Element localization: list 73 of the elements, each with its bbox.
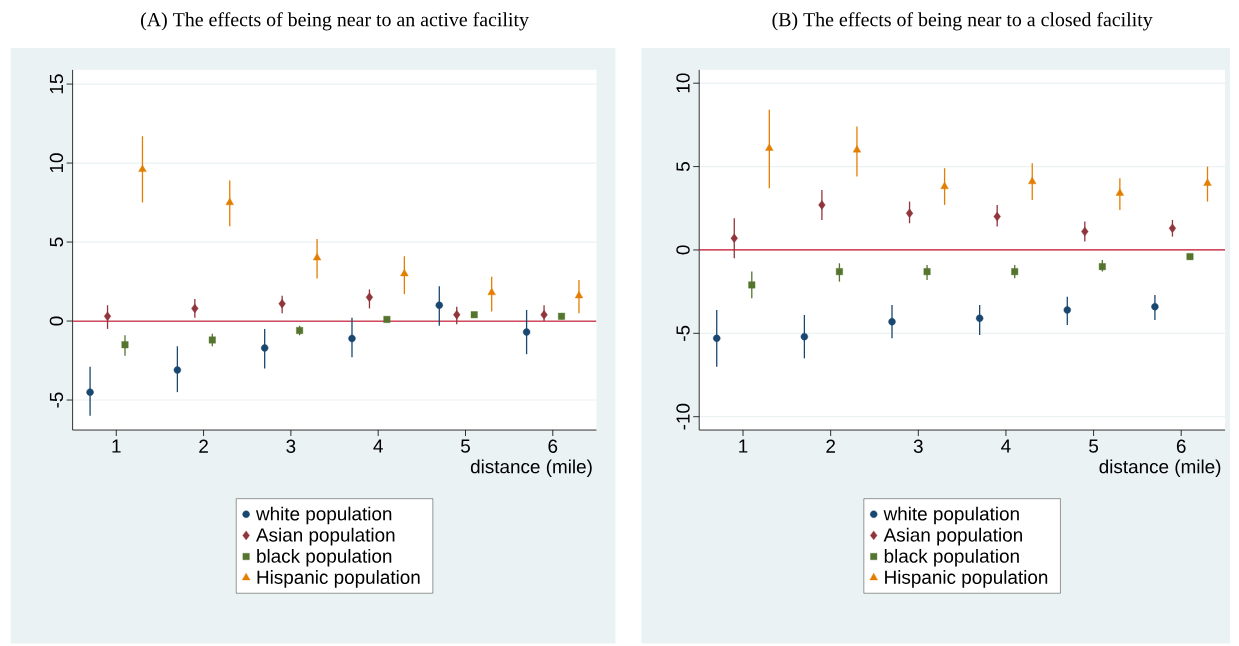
point	[923, 268, 931, 276]
x-tick-label: 6	[1176, 439, 1186, 454]
legend-label: Hispanic population	[257, 570, 420, 588]
point	[400, 269, 409, 277]
x-tick-label: 3	[286, 439, 296, 454]
x-tick-label: 5	[460, 439, 470, 453]
y-tick-label: 0	[676, 245, 690, 255]
x-tick-label: 3	[913, 439, 923, 454]
point	[1115, 188, 1124, 196]
point	[818, 200, 826, 210]
point	[574, 291, 584, 299]
point	[713, 334, 721, 343]
y-tick-label: 10	[676, 73, 690, 93]
point	[1063, 306, 1071, 314]
chart-title: (A) The effects of being near to an active facility	[141, 12, 529, 31]
y-tick-label: -10	[676, 404, 690, 430]
point	[435, 301, 443, 310]
chart-title: (B) The effects of being near to a closed facility	[772, 12, 1153, 31]
point	[888, 318, 896, 326]
point	[278, 299, 286, 309]
legend-label: Asian population	[883, 528, 1022, 546]
point	[993, 212, 1001, 222]
point	[121, 341, 129, 349]
y-tick-label: 10	[49, 153, 64, 173]
point	[487, 288, 496, 296]
point	[940, 182, 949, 190]
point	[748, 281, 756, 289]
point	[173, 366, 182, 374]
point	[730, 233, 738, 244]
legend-label: black population	[257, 549, 392, 567]
point	[138, 164, 147, 173]
point	[1028, 177, 1037, 185]
x-axis-title: distance (mile)	[470, 459, 592, 478]
x-tick-label: 2	[826, 439, 835, 453]
point	[852, 145, 862, 153]
legend-label: black population	[884, 549, 1019, 567]
point	[312, 253, 322, 261]
point	[348, 334, 356, 343]
legend-label: Asian population	[256, 528, 395, 546]
point	[522, 328, 531, 336]
point	[225, 198, 234, 206]
x-tick-label: 4	[373, 439, 383, 453]
y-tick-label: 5	[676, 162, 690, 172]
x-tick-label: 6	[548, 439, 558, 454]
x-tick-label: 5	[1089, 439, 1099, 453]
y-tick-label: 15	[49, 74, 64, 94]
legend-label: white population	[883, 506, 1019, 525]
point	[191, 303, 199, 314]
legend-label: white population	[255, 506, 392, 525]
x-tick-label: 4	[1001, 439, 1011, 453]
point	[1151, 303, 1159, 311]
point	[103, 311, 112, 322]
point	[835, 268, 843, 276]
point	[1168, 223, 1177, 234]
point	[86, 388, 94, 397]
point	[800, 333, 809, 341]
point	[260, 344, 269, 352]
point	[453, 310, 461, 320]
y-tick-label: 5	[49, 237, 64, 247]
point	[765, 143, 774, 151]
legend-label: Hispanic population	[885, 570, 1048, 588]
point	[1081, 227, 1089, 237]
x-tick-label: 1	[112, 439, 121, 453]
point	[1203, 178, 1212, 186]
y-tick-label: 0	[49, 316, 64, 326]
point	[905, 208, 914, 219]
y-tick-label: -5	[49, 392, 64, 408]
point	[975, 314, 984, 323]
point	[1011, 268, 1019, 276]
x-tick-label: 2	[199, 439, 208, 453]
y-tick-label: -5	[676, 325, 690, 342]
x-axis-title: distance (mile)	[1099, 459, 1221, 478]
x-tick-label: 1	[739, 439, 748, 453]
